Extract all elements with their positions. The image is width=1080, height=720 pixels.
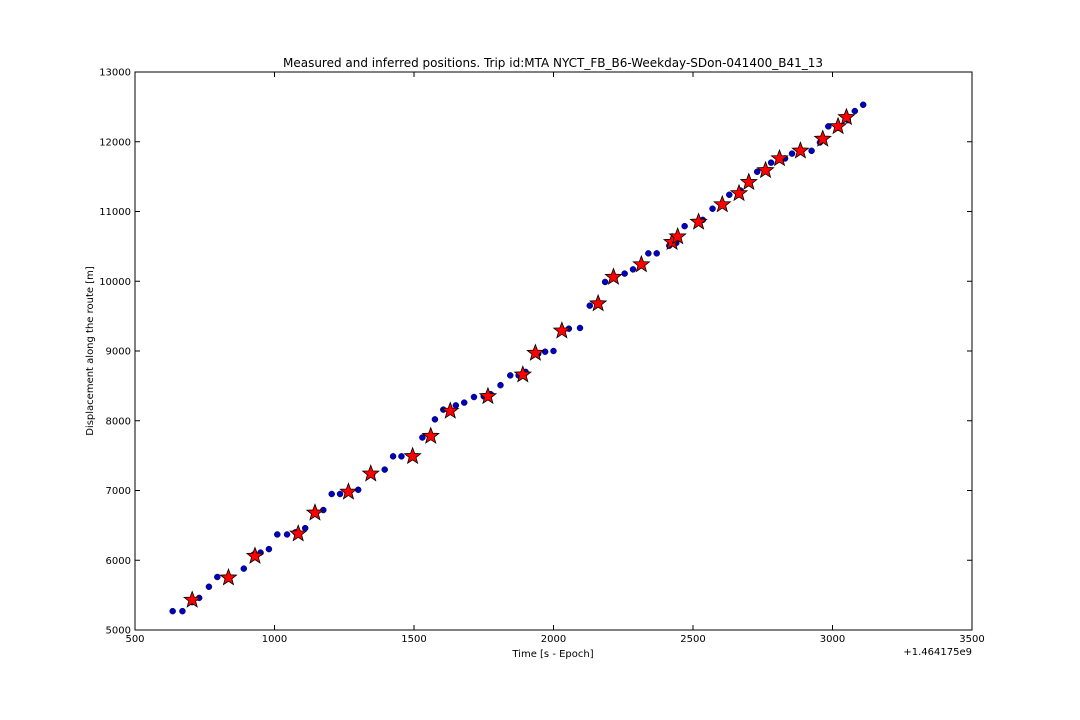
- y-tick-label: 6000: [106, 556, 131, 567]
- inferred-point: [813, 129, 832, 147]
- measured-point: [645, 250, 652, 257]
- measured-point: [470, 393, 478, 401]
- inferred-point: [689, 212, 708, 230]
- inferred-point: [828, 116, 848, 135]
- measured-point: [283, 531, 291, 538]
- inferred-point: [245, 546, 265, 564]
- inferred-point: [791, 141, 810, 159]
- data-points: [169, 101, 867, 615]
- measured-point: [452, 402, 460, 409]
- x-axis-label: Time [s - Epoch]: [511, 649, 593, 660]
- inferred-point: [837, 107, 856, 126]
- inferred-point: [588, 293, 608, 312]
- measured-point: [497, 381, 504, 389]
- inferred-point: [183, 590, 202, 608]
- measured-point: [576, 324, 584, 332]
- measured-point: [169, 607, 176, 615]
- inferred-point: [219, 568, 238, 586]
- measured-point: [825, 123, 832, 130]
- inferred-point: [513, 365, 532, 383]
- measured-point: [601, 278, 609, 286]
- measured-point: [859, 101, 867, 109]
- y-tick-label: 10000: [99, 277, 131, 288]
- measured-point: [709, 205, 716, 212]
- inferred-point: [441, 401, 460, 419]
- y-tick-label: 11000: [99, 207, 131, 218]
- measured-point: [788, 150, 796, 157]
- measured-point: [389, 453, 397, 460]
- inferred-point: [632, 254, 651, 273]
- inferred-point: [552, 321, 572, 339]
- measured-point: [767, 159, 775, 166]
- y-axis-label: Displacement along the route [m]: [85, 266, 96, 436]
- inferred-point: [770, 148, 789, 167]
- measured-point: [586, 302, 594, 309]
- inferred-point: [339, 482, 358, 500]
- y-tick-label: 5000: [106, 626, 131, 637]
- measured-point: [398, 453, 405, 460]
- measured-point: [460, 399, 468, 406]
- inferred-point: [526, 343, 545, 361]
- measured-point: [550, 347, 557, 355]
- measured-point: [240, 565, 248, 572]
- y-tick-label: 7000: [106, 486, 131, 497]
- inferred-point: [739, 172, 758, 191]
- measured-point: [336, 490, 344, 498]
- inferred-point: [361, 464, 380, 482]
- x-axis: 500 1000 1500 2000 2500 3000 3500: [125, 72, 985, 645]
- measured-point: [431, 416, 439, 423]
- y-tick-label: 12000: [99, 137, 131, 148]
- x-tick-label: 1000: [262, 634, 287, 645]
- inferred-point: [713, 194, 732, 213]
- measured-point: [851, 107, 859, 115]
- inferred-point: [421, 426, 440, 444]
- y-tick-label: 8000: [106, 416, 131, 427]
- measured-point: [629, 266, 637, 273]
- x-tick-label: 500: [125, 634, 144, 645]
- measured-point: [301, 524, 309, 532]
- y-tick-label: 13000: [99, 68, 131, 79]
- inferred-point: [756, 160, 775, 179]
- measured-point: [205, 583, 213, 591]
- inferred-point: [478, 386, 498, 405]
- inferred-point: [403, 446, 422, 465]
- inferred-point: [289, 524, 308, 542]
- measured-point: [753, 168, 761, 175]
- measured-point: [265, 545, 273, 553]
- measured-point: [507, 372, 514, 379]
- inferred-point: [305, 503, 325, 521]
- inferred-point: [604, 267, 623, 285]
- inferred-point: [668, 226, 687, 245]
- x-tick-label: 3500: [959, 634, 984, 645]
- y-tick-label: 9000: [106, 347, 131, 358]
- measured-point: [419, 434, 426, 441]
- measured-point: [541, 348, 549, 355]
- measured-point: [214, 573, 221, 581]
- measured-point: [621, 270, 628, 277]
- measured-point: [179, 607, 186, 615]
- x-tick-label: 2000: [541, 634, 566, 645]
- inferred-point: [729, 183, 749, 202]
- x-tick-label: 2500: [680, 634, 705, 645]
- measured-point: [808, 147, 815, 155]
- x-tick-label: 3000: [820, 634, 845, 645]
- x-offset-label: +1.464175e9: [903, 647, 972, 658]
- measured-point: [726, 191, 733, 199]
- measured-point: [381, 466, 388, 473]
- measured-point: [681, 222, 688, 230]
- y-axis: 5000 6000 7000 8000 9000 10000 11000 12000 13000: [99, 68, 972, 637]
- measured-point: [653, 250, 660, 257]
- measured-point: [274, 531, 281, 538]
- x-tick-label: 1500: [401, 634, 426, 645]
- chart-title: Measured and inferred positions. Trip id…: [283, 56, 823, 70]
- measured-point: [328, 490, 335, 498]
